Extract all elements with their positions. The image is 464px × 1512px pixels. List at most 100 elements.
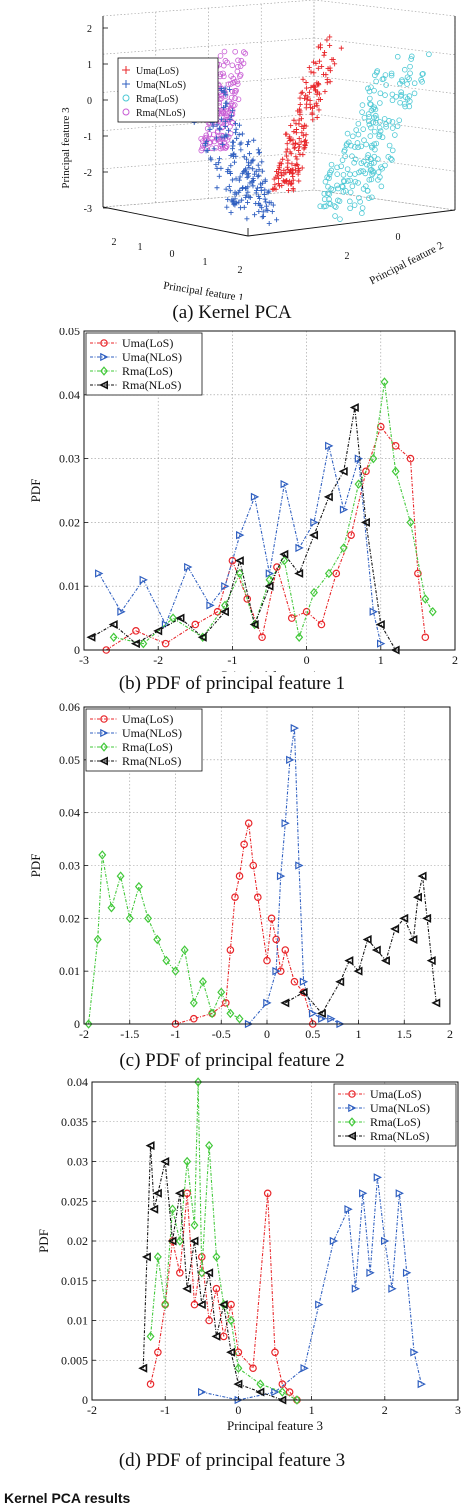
data-point — [431, 998, 441, 1008]
data-point — [349, 183, 356, 190]
data-point — [288, 123, 294, 129]
y-axis-label: PDF — [28, 854, 43, 878]
data-point — [361, 137, 367, 144]
legend-label: Uma(LoS) — [122, 712, 173, 726]
data-point — [222, 118, 228, 124]
data-point — [298, 139, 304, 145]
x-tick-label: -0.5 — [212, 1027, 231, 1041]
data-point — [414, 569, 422, 578]
data-point — [368, 107, 375, 114]
data-point — [233, 1379, 243, 1389]
data-point — [302, 607, 311, 616]
series-line — [285, 875, 437, 1015]
data-point — [298, 90, 304, 96]
legend-label: Uma(NLoS) — [136, 80, 186, 91]
y-axis-label: PDF — [28, 479, 43, 503]
data-point — [198, 977, 207, 987]
data-point — [385, 154, 392, 160]
data-point — [93, 934, 102, 945]
data-point — [372, 72, 378, 79]
data-point — [314, 80, 320, 86]
data-point — [394, 53, 401, 60]
data-point — [318, 1014, 327, 1023]
data-point — [348, 142, 354, 149]
legend: Uma(LoS)Uma(NLoS)Rma(LoS)Rma(NLoS) — [85, 708, 203, 772]
data-point — [199, 145, 205, 152]
data-point — [132, 627, 140, 635]
data-point — [295, 147, 301, 153]
z-tick-label: 0 — [87, 96, 92, 107]
data-point — [236, 122, 242, 128]
data-point — [362, 170, 369, 177]
data-point — [189, 998, 198, 1008]
data-point — [242, 167, 248, 173]
panel-b: -3 -2 -1 0 1 2 0 0.01 0.02 0.03 0.04 0.05 Principal … — [0, 324, 464, 683]
data-point — [204, 138, 210, 144]
y-tick-label: 0.06 — [59, 700, 80, 714]
data-point — [295, 171, 301, 177]
data-point — [98, 850, 107, 860]
data-point — [344, 1205, 353, 1214]
data-point — [323, 203, 329, 209]
kernel-pca-3d-chart: 2 1 0 -1 -2 -3 2 1 0 1 2 0 2 Principal feature 3 Pri… — [60, 0, 456, 304]
data-point — [375, 156, 381, 162]
data-point — [235, 872, 244, 880]
data-point — [219, 1332, 228, 1341]
data-point — [371, 160, 377, 166]
legend-label: Uma(NLoS) — [122, 350, 182, 364]
data-point — [408, 53, 415, 60]
data-point — [360, 517, 370, 527]
data-point — [293, 121, 299, 127]
data-point — [338, 45, 344, 51]
data-point — [342, 188, 349, 194]
data-point — [224, 137, 231, 143]
series-line — [88, 854, 240, 1025]
y-tick-label: 0.03 — [67, 1155, 88, 1169]
data-point — [373, 78, 379, 85]
y-tick-label: 0.05 — [59, 328, 80, 338]
y-tick-label: 0 — [396, 232, 401, 243]
data-point — [190, 1014, 198, 1023]
legend-box — [117, 57, 219, 123]
data-point — [302, 142, 308, 148]
data-point — [232, 202, 238, 208]
data-point — [360, 158, 367, 165]
x-tick-label: 0 — [264, 1027, 270, 1041]
data-point — [344, 166, 351, 172]
data-point — [326, 171, 333, 178]
data-point — [332, 569, 341, 578]
data-point — [260, 168, 266, 174]
data-point — [280, 479, 289, 489]
data-point — [374, 68, 381, 74]
data-point — [375, 619, 385, 629]
data-point — [217, 987, 226, 998]
x-axis-label: Principal feature 1 — [221, 668, 317, 672]
data-point — [221, 134, 227, 140]
data-point — [327, 79, 333, 85]
data-point — [421, 633, 430, 642]
data-point — [283, 149, 289, 155]
data-point — [287, 134, 293, 140]
data-point — [220, 141, 226, 147]
tick-labels: -2 -1 0 1 2 3 0 0.005 0.01 0.015 0.02 0.025 0.03 0.03… — [61, 1075, 461, 1417]
data-point — [369, 194, 375, 201]
x-tick-label: 2 — [382, 1403, 388, 1417]
data-point — [332, 61, 338, 67]
data-point — [100, 728, 109, 738]
data-point — [273, 563, 281, 571]
data-point — [406, 454, 415, 463]
data-point — [327, 1014, 336, 1023]
data-point — [207, 126, 213, 132]
data-point — [204, 1268, 214, 1278]
data-point — [392, 132, 398, 138]
data-point — [223, 92, 229, 98]
data-point — [339, 157, 346, 163]
data-point — [367, 133, 374, 139]
data-point — [301, 146, 307, 152]
z-tick-label: 1 — [87, 60, 92, 71]
data-point — [359, 210, 365, 216]
data-point — [167, 1236, 177, 1246]
data-point — [310, 518, 319, 527]
data-point — [366, 88, 373, 95]
data-point — [410, 1348, 419, 1357]
